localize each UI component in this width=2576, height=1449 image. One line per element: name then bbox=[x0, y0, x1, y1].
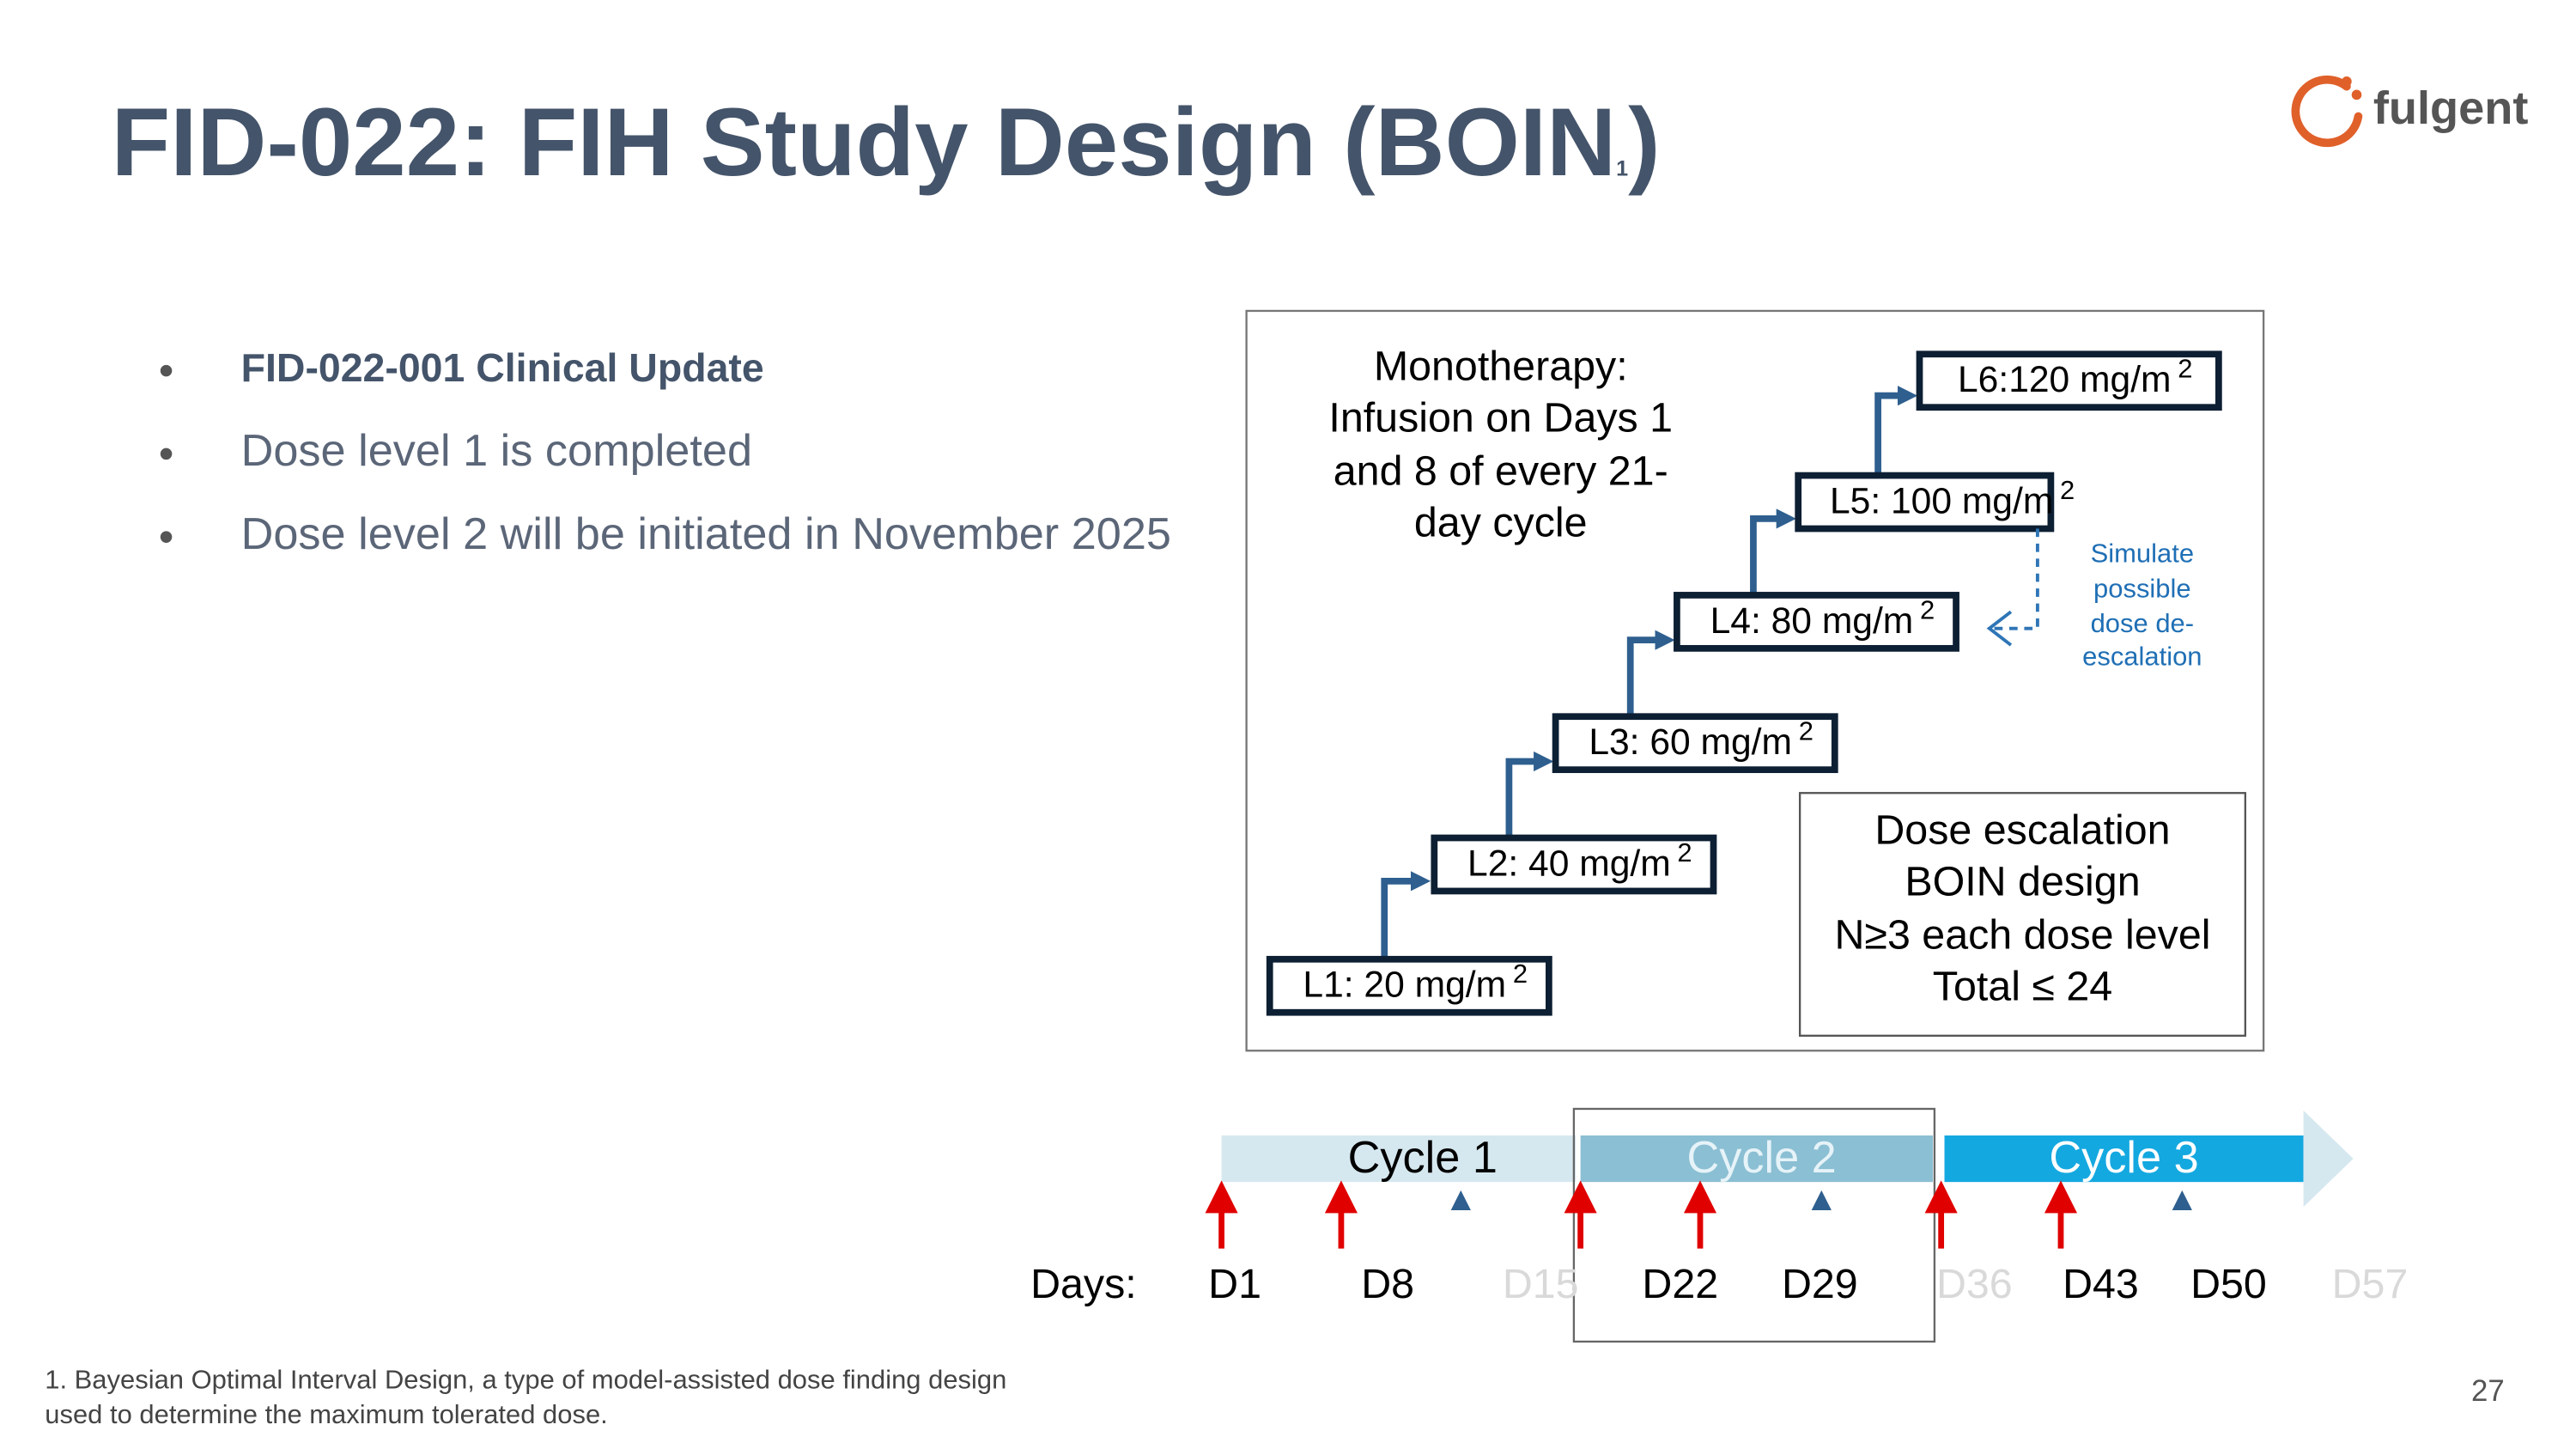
label: L5: 100 mg/m bbox=[1830, 481, 2053, 522]
page-number: 27 bbox=[2471, 1374, 2505, 1408]
dose-level: L2: 40 mg/m 2 bbox=[1467, 837, 1692, 885]
day-label: D36 bbox=[1936, 1261, 2013, 1307]
bullet-list: FID-022-001 Clinical Update Dose level 1… bbox=[160, 345, 1171, 559]
days-label: Days: bbox=[1030, 1261, 1137, 1307]
text-line: BOIN design bbox=[1905, 858, 2140, 904]
title-main: FID-022: FIH Study Design (BOIN bbox=[112, 88, 1616, 196]
text-line: Infusion on Days 1 bbox=[1328, 394, 1673, 441]
text-line: escalation bbox=[2082, 642, 2202, 672]
dose-level-labels: L1: 20 mg/m 2 L2: 40 mg/m 2 L3: 60 mg/m 2 L… bbox=[1303, 354, 2192, 1006]
label: L6:120 mg/m bbox=[1958, 359, 2172, 400]
cycle-label: Cycle 3 bbox=[2049, 1133, 2198, 1183]
sup: 2 bbox=[1513, 959, 1528, 989]
text-line: Monotherapy: bbox=[1374, 343, 1628, 389]
dose-level: L5: 100 mg/m 2 bbox=[1830, 475, 2075, 522]
text-line: Simulate bbox=[2091, 539, 2194, 569]
cycle-label: Cycle 1 bbox=[1348, 1133, 1498, 1183]
rest-markers bbox=[1450, 1190, 2192, 1211]
title-note: 1 bbox=[1616, 156, 1628, 180]
step-arrows bbox=[1381, 386, 1918, 959]
escalation-text: Dose escalation BOIN design N≥3 each dos… bbox=[1834, 807, 2210, 1009]
text-line: day cycle bbox=[1414, 499, 1588, 545]
monotherapy-text: Monotherapy: Infusion on Days 1 and 8 of… bbox=[1328, 343, 1673, 545]
bullet: FID-022-001 Clinical Update bbox=[241, 345, 764, 390]
label: L3: 60 mg/m bbox=[1589, 721, 1792, 763]
sup: 2 bbox=[1677, 837, 1692, 868]
cycle-bar bbox=[1221, 1135, 1576, 1183]
cycle-bar bbox=[1944, 1135, 2304, 1183]
day-label: D43 bbox=[2063, 1261, 2139, 1307]
bullet: Dose level 1 is completed bbox=[241, 426, 752, 476]
sup: 2 bbox=[1920, 594, 1935, 624]
sup: 2 bbox=[1799, 716, 1814, 746]
sup: 2 bbox=[2178, 354, 2192, 384]
timeline-arrowhead bbox=[2303, 1110, 2354, 1208]
footnote: used to determine the maximum tolerated … bbox=[45, 1399, 608, 1429]
day-label: D29 bbox=[1782, 1261, 1858, 1307]
deescalation-text: Simulate possible dose de- escalation bbox=[2082, 539, 2202, 672]
day-label: D1 bbox=[1208, 1261, 1261, 1307]
text-line: N≥3 each dose level bbox=[1834, 911, 2210, 958]
dose-level: L4: 80 mg/m 2 bbox=[1710, 594, 1935, 642]
dose-levels bbox=[1266, 350, 2222, 1016]
infusion-arrows bbox=[1205, 1180, 2078, 1249]
title-end: ) bbox=[1628, 88, 1660, 196]
day-labels: D1 D8 D15 D22 D29 D36 D43 D50 D57 bbox=[1208, 1261, 2408, 1307]
day-label: D22 bbox=[1642, 1261, 1718, 1307]
text-line: Total ≤ 24 bbox=[1933, 963, 2112, 1009]
day-label: D57 bbox=[2332, 1261, 2409, 1307]
cycle-label: Cycle 2 bbox=[1686, 1133, 1836, 1183]
day-label: D8 bbox=[1361, 1261, 1414, 1307]
text-line: and 8 of every 21- bbox=[1334, 447, 1668, 494]
sup: 2 bbox=[2060, 475, 2075, 505]
diagram-frame bbox=[1245, 309, 2265, 1052]
logo: fulgent bbox=[2291, 75, 2529, 148]
deescalation-arrow bbox=[1986, 528, 2039, 647]
escalation-box bbox=[1798, 792, 2246, 1037]
label: L2: 40 mg/m bbox=[1467, 843, 1671, 885]
logo-text: fulgent bbox=[2373, 82, 2529, 134]
text-line: Dose escalation bbox=[1874, 807, 2170, 853]
label: L4: 80 mg/m bbox=[1710, 600, 1914, 642]
timeline: Cycle 1 Cycle 2 Cycle 3 Days: D1 D8 D15 D22… bbox=[1030, 1107, 2408, 1343]
highlight-box bbox=[1572, 1107, 1936, 1343]
dose-level: L6:120 mg/m 2 bbox=[1958, 354, 2192, 401]
footnote: 1. Bayesian Optimal Interval Design, a t… bbox=[45, 1365, 1006, 1395]
dose-level: L3: 60 mg/m 2 bbox=[1589, 716, 1814, 764]
title: FID-022: FIH Study Design (BOIN1) bbox=[112, 88, 1661, 196]
text-line: possible bbox=[2093, 573, 2191, 603]
dose-level: L1: 20 mg/m 2 bbox=[1303, 959, 1528, 1006]
cycle-bar bbox=[1580, 1135, 1933, 1183]
text-line: dose de- bbox=[2091, 608, 2194, 638]
day-label: D15 bbox=[1503, 1261, 1579, 1307]
label: L1: 20 mg/m bbox=[1303, 965, 1506, 1006]
day-label: D50 bbox=[2190, 1261, 2267, 1307]
bullet: Dose level 2 will be initiated in Novemb… bbox=[241, 509, 1171, 559]
